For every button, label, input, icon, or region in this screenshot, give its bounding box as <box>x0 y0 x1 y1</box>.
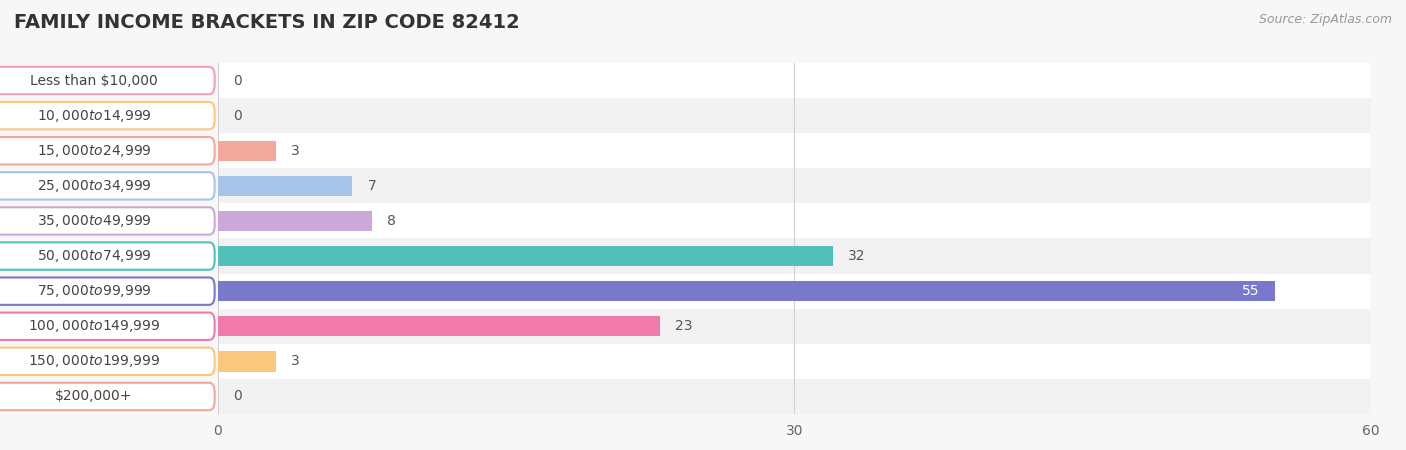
Text: $35,000 to $49,999: $35,000 to $49,999 <box>37 213 152 229</box>
Text: 0: 0 <box>233 73 242 88</box>
Text: FAMILY INCOME BRACKETS IN ZIP CODE 82412: FAMILY INCOME BRACKETS IN ZIP CODE 82412 <box>14 14 520 32</box>
Bar <box>218 238 1371 274</box>
FancyBboxPatch shape <box>0 243 215 270</box>
Bar <box>218 98 1371 133</box>
Bar <box>218 133 1371 168</box>
Text: Source: ZipAtlas.com: Source: ZipAtlas.com <box>1258 14 1392 27</box>
Bar <box>218 140 276 161</box>
FancyBboxPatch shape <box>0 137 215 164</box>
Bar <box>218 168 1371 203</box>
FancyBboxPatch shape <box>0 348 215 375</box>
FancyBboxPatch shape <box>0 67 215 94</box>
Bar <box>218 63 1371 98</box>
Text: 3: 3 <box>291 354 299 369</box>
Bar <box>218 203 1371 238</box>
Bar <box>218 176 353 196</box>
Bar <box>218 281 1275 302</box>
Text: $15,000 to $24,999: $15,000 to $24,999 <box>37 143 152 159</box>
FancyBboxPatch shape <box>0 172 215 199</box>
Bar <box>218 316 659 337</box>
Text: $25,000 to $34,999: $25,000 to $34,999 <box>37 178 152 194</box>
Bar <box>218 351 276 372</box>
Bar <box>218 246 832 266</box>
Text: 32: 32 <box>848 249 866 263</box>
Text: 7: 7 <box>368 179 377 193</box>
Text: $50,000 to $74,999: $50,000 to $74,999 <box>37 248 152 264</box>
FancyBboxPatch shape <box>0 278 215 305</box>
Text: 23: 23 <box>675 319 693 333</box>
Text: 3: 3 <box>291 144 299 158</box>
Text: 0: 0 <box>233 389 242 404</box>
Text: Less than $10,000: Less than $10,000 <box>30 73 157 88</box>
FancyBboxPatch shape <box>0 102 215 129</box>
Bar <box>218 211 371 231</box>
Text: 55: 55 <box>1241 284 1260 298</box>
FancyBboxPatch shape <box>0 313 215 340</box>
Text: $100,000 to $149,999: $100,000 to $149,999 <box>28 318 160 334</box>
Text: $75,000 to $99,999: $75,000 to $99,999 <box>37 283 152 299</box>
Text: 8: 8 <box>387 214 396 228</box>
Text: $150,000 to $199,999: $150,000 to $199,999 <box>28 353 160 369</box>
FancyBboxPatch shape <box>0 207 215 234</box>
FancyBboxPatch shape <box>0 383 215 410</box>
Bar <box>218 379 1371 414</box>
Text: 0: 0 <box>233 108 242 123</box>
Bar <box>218 274 1371 309</box>
Text: $10,000 to $14,999: $10,000 to $14,999 <box>37 108 152 124</box>
Bar <box>218 309 1371 344</box>
Bar <box>218 344 1371 379</box>
Text: $200,000+: $200,000+ <box>55 389 132 404</box>
